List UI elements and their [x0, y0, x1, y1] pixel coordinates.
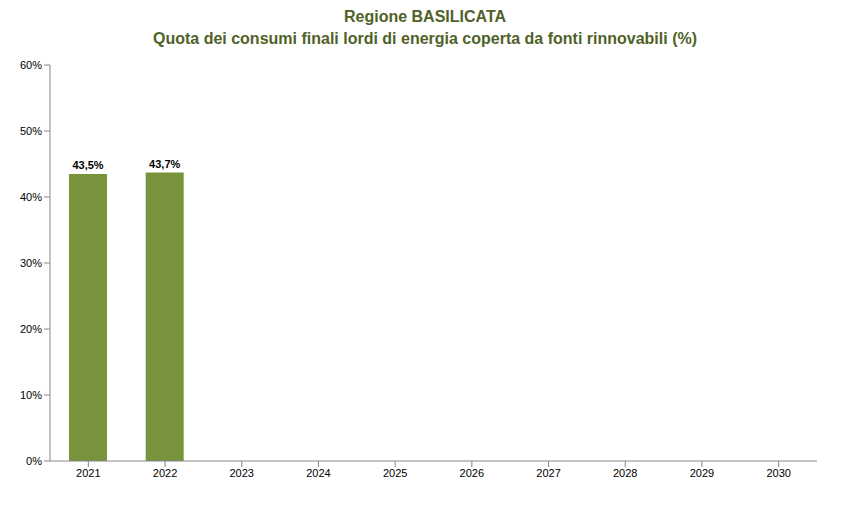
svg-text:2026: 2026 [460, 467, 484, 479]
html-text:Regione BASILICATA: Regione BASILICATA [344, 8, 506, 25]
svg-text:2021: 2021 [76, 467, 100, 479]
svg-text:2023: 2023 [230, 467, 254, 479]
svg-text:43,5%: 43,5% [72, 159, 103, 171]
svg-text:0%: 0% [26, 455, 42, 467]
svg-text:40%: 40% [20, 191, 42, 203]
svg-text:2025: 2025 [383, 467, 407, 479]
svg-text:2028: 2028 [613, 467, 637, 479]
svg-text:2022: 2022 [153, 467, 177, 479]
svg-text:43,7%: 43,7% [149, 158, 180, 170]
svg-text:2024: 2024 [306, 467, 330, 479]
svg-text:2029: 2029 [690, 467, 714, 479]
svg-text:60%: 60% [20, 59, 42, 71]
html-text:Quota dei consumi finali lordi: Quota dei consumi finali lordi di energi… [153, 30, 697, 47]
svg-text:30%: 30% [20, 257, 42, 269]
svg-text:10%: 10% [20, 389, 42, 401]
svg-text:20%: 20% [20, 323, 42, 335]
svg-text:2030: 2030 [766, 467, 790, 479]
svg-text:50%: 50% [20, 125, 42, 137]
svg-text:2027: 2027 [536, 467, 560, 479]
